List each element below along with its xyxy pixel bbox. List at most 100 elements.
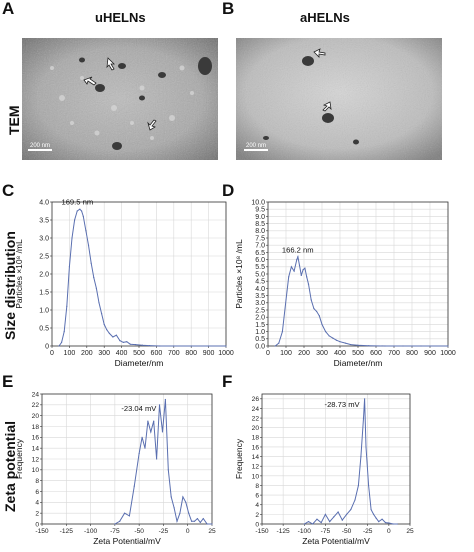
data-point [153,420,155,422]
data-point [122,341,124,343]
panel-letter-b: B [222,0,235,18]
data-point [173,345,175,347]
y-tick-label: 8.5 [255,221,265,228]
data-point [350,343,352,346]
data-point [290,266,292,268]
data-point [150,431,152,433]
data-point [362,417,365,419]
y-tick-label: 1.5 [39,289,49,296]
x-tick-label: -100 [298,528,312,535]
data-point [123,512,126,514]
x-tick-label: 600 [370,350,382,357]
y-tick-label: 2.0 [39,271,49,278]
chart-zeta-potential-ahelns: -150 -125 -100 -75 -50 -25 0 250246810121416182… [234,393,414,546]
peak-annotation: -23.04 mV [121,404,157,413]
data-point [176,520,178,522]
y-tick-label: 1.0 [39,307,49,314]
data-point [350,508,352,511]
data-point [196,517,199,520]
x-axis-label: Zeta Potential/mV [93,536,161,546]
x-tick-label: -150 [255,528,269,535]
data-point [119,520,121,522]
x-tick-label: 900 [424,350,436,357]
data-point [365,446,367,448]
data-point [278,342,280,344]
x-tick-label: 900 [203,350,215,357]
y-tick-label: 10 [252,473,260,480]
data-point [199,521,201,523]
data-point [367,484,370,487]
data-point [126,341,128,343]
x-tick-label: -50 [134,528,144,535]
y-tick-label: 4 [255,502,259,509]
y-tick-label: 12 [252,464,260,471]
x-tick-label: 1000 [440,350,456,357]
data-point [208,345,210,347]
x-tick-label: 800 [406,350,418,357]
x-tick-label: -50 [342,528,352,535]
y-tick-label: 6 [255,493,259,500]
y-tick-label: 4.5 [255,279,265,286]
data-point [80,210,83,212]
y-tick-label: 2.5 [255,307,265,314]
data-point [138,452,140,455]
y-tick-label: 9.5 [255,207,265,214]
tem-image-uhelns: 200 nm [22,38,218,160]
y-tick-label: 7.5 [255,235,265,242]
y-tick-label: 24 [252,406,260,413]
y-tick-label: 6 [35,489,39,496]
data-point [188,512,190,514]
data-point [392,523,394,525]
data-point [300,274,302,277]
x-tick-label: -25 [363,528,373,535]
data-point [302,269,304,271]
data-point [375,517,377,519]
y-tick-label: 2 [35,511,39,518]
x-tick-label: 0 [266,350,270,357]
data-point [373,513,375,515]
data-point [363,398,366,400]
y-axis-label: Particles ×10⁸ /mL [14,239,24,309]
data-point [98,302,100,304]
x-tick-label: 25 [208,528,216,535]
data-point [161,431,164,433]
data-point [173,507,175,509]
data-point [141,344,144,346]
y-tick-label: 0.5 [255,336,265,343]
data-point [285,299,287,301]
x-tick-label: -75 [321,528,331,535]
data-point [141,436,143,438]
x-tick-label: 800 [185,350,197,357]
data-point [148,345,151,347]
y-tick-label: 9.0 [255,214,265,221]
peak-annotation: 169.5 nm [61,197,93,206]
x-tick-label: 400 [116,350,128,357]
x-tick-label: -150 [35,528,49,535]
data-point [158,404,161,406]
data-point [63,331,65,333]
y-tick-label: 12 [32,456,40,463]
series-line [304,398,398,525]
data-point [159,345,161,347]
data-point [370,508,372,511]
y-tick-label: 14 [252,454,260,461]
data-point [328,335,330,337]
y-tick-label: 16 [252,444,260,451]
data-point [190,345,192,347]
data-point [293,270,295,272]
data-point [68,266,70,268]
data-point [316,518,318,520]
panel-letter-a: A [2,0,15,18]
y-tick-label: 6.0 [255,257,265,264]
data-point [193,520,196,522]
tem-title-ahelns: aHELNs [300,10,350,25]
data-point [306,276,308,278]
x-tick-label: 700 [168,350,180,357]
tem-title-uhelns: uHELNs [95,10,146,25]
data-point [384,345,386,347]
row-label-tem: TEM [6,105,22,135]
y-tick-label: 16 [32,435,40,442]
y-tick-label: 20 [252,425,260,432]
x-tick-label: -125 [277,528,291,535]
y-tick-label: 4.0 [255,286,265,293]
